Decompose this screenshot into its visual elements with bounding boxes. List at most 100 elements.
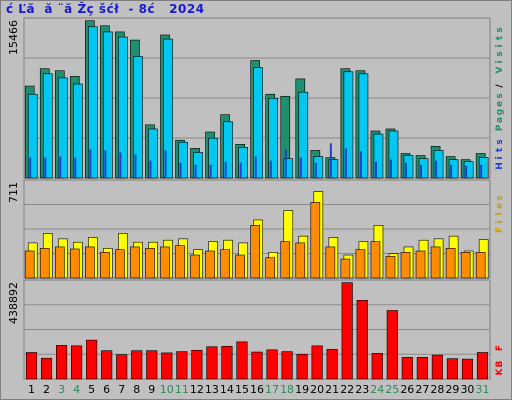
bar-files2-day-14 bbox=[220, 249, 230, 279]
legend-files-glyph: s bbox=[495, 195, 505, 200]
bar-files2-day-5 bbox=[85, 246, 95, 279]
x-tick-13: 13 bbox=[205, 383, 219, 396]
bar-pages-day-7 bbox=[118, 36, 128, 179]
bar-files2-day-21 bbox=[325, 246, 336, 279]
bar-kbytes-day-2 bbox=[40, 357, 53, 380]
x-tick-14: 14 bbox=[220, 383, 234, 396]
x-tick-7: 7 bbox=[118, 383, 125, 396]
bar-kbytes-day-30 bbox=[461, 358, 474, 380]
bar-kbytes-day-31 bbox=[476, 352, 489, 380]
bar-files2-day-23 bbox=[355, 249, 366, 279]
bar-hits-day-26 bbox=[405, 162, 408, 178]
bar-kbytes-day-6 bbox=[101, 350, 113, 380]
bar-kbytes-day-21 bbox=[326, 349, 338, 380]
bar-files2-day-28 bbox=[430, 246, 441, 279]
bar-files2-day-13 bbox=[205, 250, 215, 279]
bar-files2-day-25 bbox=[385, 256, 396, 279]
bar-hits-day-20 bbox=[314, 162, 317, 178]
bar-pages-day-6 bbox=[103, 31, 113, 179]
x-tick-11: 11 bbox=[175, 383, 189, 396]
bar-kbytes-day-11 bbox=[176, 351, 188, 380]
bar-files2-day-9 bbox=[145, 247, 155, 279]
legend-visits-glyph: t bbox=[495, 35, 505, 40]
x-tick-17: 17 bbox=[265, 383, 279, 396]
legend-pages-glyph: e bbox=[495, 101, 505, 107]
bar-pages-day-18 bbox=[283, 158, 294, 179]
bar-files2-day-4 bbox=[69, 248, 80, 279]
legend-pages-glyph: g bbox=[495, 109, 505, 115]
bar-pages-day-2 bbox=[42, 73, 53, 179]
x-tick-29: 29 bbox=[445, 383, 459, 396]
bar-hits-day-1 bbox=[29, 157, 32, 178]
legend-hits-glyph: s bbox=[495, 139, 505, 144]
bar-kbytes-day-29 bbox=[446, 358, 458, 380]
x-tick-30: 30 bbox=[460, 383, 474, 396]
legend-visits-glyph: s bbox=[495, 51, 505, 56]
bar-hits-day-25 bbox=[389, 159, 392, 178]
x-tick-18: 18 bbox=[280, 383, 294, 396]
x-tick-16: 16 bbox=[250, 383, 264, 396]
bar-pages-day-29 bbox=[448, 159, 459, 179]
x-tick-28: 28 bbox=[430, 383, 444, 396]
bar-hits-day-10 bbox=[164, 150, 167, 178]
bar-kbytes-day-7 bbox=[116, 354, 128, 380]
chart-title: ć Ľă ă ¨ă Žç šćł - 8ć 2024 bbox=[6, 2, 205, 16]
bar-pages-day-12 bbox=[193, 152, 203, 179]
bar-pages-day-26 bbox=[403, 155, 414, 179]
bar-files2-day-1 bbox=[24, 250, 35, 279]
x-tick-23: 23 bbox=[355, 383, 369, 396]
x-tick-31: 31 bbox=[475, 383, 489, 396]
y-max-label-1: 15466 bbox=[7, 20, 20, 55]
bar-hits-day-22 bbox=[344, 148, 347, 178]
bar-hits-day-6 bbox=[104, 150, 107, 178]
x-tick-6: 6 bbox=[103, 383, 110, 396]
legend-hits-glyph: t bbox=[495, 147, 505, 152]
bar-files2-day-24 bbox=[370, 241, 381, 279]
x-tick-27: 27 bbox=[415, 383, 429, 396]
legend-separator-glyph: / bbox=[495, 84, 505, 88]
bar-hits-day-15 bbox=[239, 162, 242, 178]
bar-kbytes-day-3 bbox=[56, 345, 68, 380]
bar-files2-day-30 bbox=[460, 252, 471, 279]
bar-pages-day-30 bbox=[463, 161, 474, 179]
bar-kbytes-day-23 bbox=[356, 300, 368, 380]
x-tick-19: 19 bbox=[295, 383, 309, 396]
bar-files2-day-22 bbox=[340, 258, 351, 279]
bar-pages-day-16 bbox=[253, 67, 264, 179]
legend-pages-glyph: a bbox=[495, 117, 505, 123]
legend-files-glyph: e bbox=[495, 203, 505, 209]
x-tick-9: 9 bbox=[148, 383, 155, 396]
legend-visits-glyph: i bbox=[495, 60, 505, 63]
bar-kbytes-day-27 bbox=[416, 357, 428, 380]
bar-pages-day-23 bbox=[358, 73, 369, 179]
bar-pages-day-1 bbox=[27, 93, 38, 179]
bar-hits-day-31 bbox=[480, 164, 483, 178]
legend-kbytes-glyph: K bbox=[495, 367, 505, 375]
bar-pages-day-13 bbox=[208, 137, 218, 179]
legend-pages-glyph: s bbox=[495, 93, 505, 98]
x-tick-26: 26 bbox=[400, 383, 414, 396]
bar-files2-day-19 bbox=[295, 242, 306, 279]
bar-kbytes-day-25 bbox=[386, 310, 398, 380]
bar-hits-day-24 bbox=[374, 161, 377, 178]
bar-kbytes-day-9 bbox=[146, 350, 158, 380]
bar-kbytes-day-26 bbox=[401, 357, 413, 380]
bar-pages-day-15 bbox=[238, 147, 248, 179]
bar-kbytes-day-5 bbox=[86, 339, 98, 380]
bar-files2-day-17 bbox=[265, 257, 276, 279]
bar-hits-day-17 bbox=[269, 160, 272, 178]
bar-files2-day-15 bbox=[235, 254, 245, 279]
bar-pages-day-28 bbox=[433, 150, 444, 179]
bar-files2-day-11 bbox=[175, 245, 185, 279]
bar-files2-day-16 bbox=[250, 225, 261, 279]
bar-hits-day-2 bbox=[44, 157, 47, 178]
x-tick-20: 20 bbox=[310, 383, 324, 396]
bar-hits-day-11 bbox=[179, 162, 182, 178]
bar-kbytes-day-16 bbox=[251, 351, 263, 380]
bar-files2-day-31 bbox=[475, 252, 486, 279]
bar-kbytes-day-15 bbox=[236, 341, 248, 380]
bar-pages-day-9 bbox=[148, 128, 158, 179]
x-tick-15: 15 bbox=[235, 383, 249, 396]
bar-hits-day-12 bbox=[194, 164, 197, 178]
bar-files2-day-26 bbox=[400, 252, 411, 279]
